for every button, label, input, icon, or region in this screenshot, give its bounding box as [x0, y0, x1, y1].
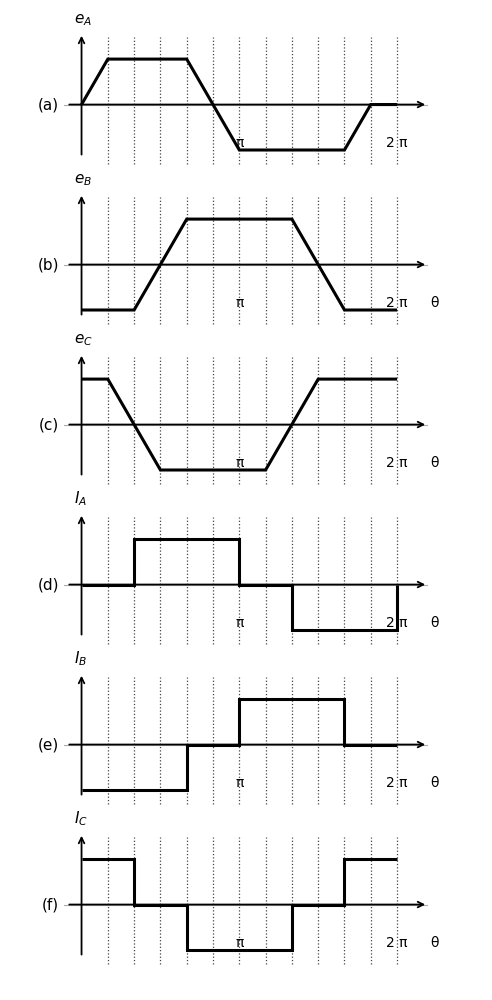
Text: 2 π: 2 π: [386, 776, 408, 790]
Text: 2 π: 2 π: [386, 936, 408, 950]
Text: (d): (d): [37, 577, 59, 592]
Text: π: π: [235, 456, 244, 470]
Text: θ: θ: [430, 296, 439, 310]
Text: (e): (e): [38, 737, 59, 752]
Text: (c): (c): [39, 417, 59, 432]
Text: (f): (f): [42, 897, 59, 912]
Text: 2 π: 2 π: [386, 456, 408, 470]
Text: 2 π: 2 π: [386, 616, 408, 630]
Text: $I_B$: $I_B$: [74, 650, 87, 668]
Text: $I_C$: $I_C$: [74, 810, 88, 828]
Text: π: π: [235, 936, 244, 950]
Text: $I_A$: $I_A$: [74, 490, 87, 508]
Text: θ: θ: [430, 616, 439, 630]
Text: π: π: [235, 296, 244, 310]
Text: θ: θ: [430, 776, 439, 790]
Text: θ: θ: [430, 456, 439, 470]
Text: (a): (a): [38, 97, 59, 112]
Text: π: π: [235, 616, 244, 630]
Text: 2 π: 2 π: [386, 296, 408, 310]
Text: $e_A$: $e_A$: [74, 13, 92, 28]
Text: π: π: [235, 776, 244, 790]
Text: (b): (b): [37, 257, 59, 272]
Text: θ: θ: [430, 936, 439, 950]
Text: π: π: [235, 136, 244, 150]
Text: $e_B$: $e_B$: [74, 173, 92, 188]
Text: $e_C$: $e_C$: [74, 333, 93, 348]
Text: 2 π: 2 π: [386, 136, 408, 150]
